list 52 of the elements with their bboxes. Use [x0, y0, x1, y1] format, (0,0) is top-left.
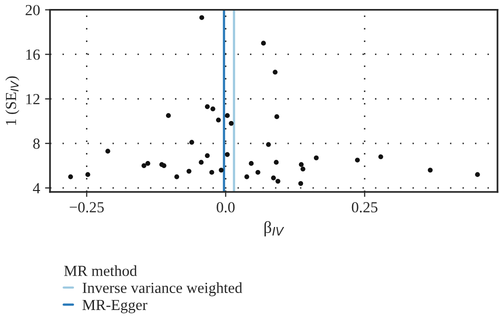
- point: [256, 170, 260, 175]
- point: [145, 161, 150, 166]
- point: [298, 181, 304, 186]
- point: [224, 152, 230, 157]
- point: [204, 153, 210, 158]
- point: [166, 113, 171, 118]
- point: [174, 174, 180, 180]
- x-axis-title: β$_{IV}$: [264, 221, 284, 236]
- point: [244, 174, 250, 180]
- point: [186, 168, 192, 174]
- point: [204, 104, 210, 110]
- point: [162, 163, 166, 168]
- point: [428, 168, 433, 173]
- x-tick-label: 0.0: [216, 202, 235, 212]
- point: [300, 166, 306, 172]
- legend-title: MR method: [64, 265, 137, 276]
- point: [261, 40, 266, 46]
- y-tick-label: 4: [32, 183, 40, 194]
- point: [355, 158, 360, 163]
- point: [85, 172, 90, 177]
- point: [68, 174, 73, 180]
- point: [209, 170, 214, 175]
- point: [210, 106, 216, 112]
- point: [272, 70, 278, 75]
- point: [248, 161, 254, 166]
- y-tick-label: 20: [26, 4, 40, 16]
- point: [271, 176, 276, 180]
- y-tick-label: 16: [26, 50, 40, 60]
- point: [142, 163, 146, 168]
- point: [298, 162, 304, 167]
- y-tick-label: 12: [26, 94, 40, 104]
- legend-label: MR-Egger: [82, 300, 148, 314]
- point: [378, 154, 384, 160]
- x-tick-label: −0.25: [70, 202, 104, 212]
- y-axis-title: 1 (SE$_{IV}$): [5, 76, 20, 125]
- point: [105, 148, 110, 154]
- point: [198, 160, 204, 165]
- x-tick-label: 0.25: [352, 202, 378, 212]
- point: [218, 168, 224, 173]
- point: [199, 15, 204, 20]
- point: [274, 160, 279, 165]
- point: [274, 114, 280, 120]
- point: [228, 120, 234, 126]
- point: [224, 113, 230, 118]
- point: [475, 172, 480, 177]
- point: [266, 142, 271, 147]
- point: [314, 155, 319, 160]
- point: [216, 118, 221, 122]
- point: [189, 140, 194, 145]
- legend-label: Inverse variance weighted: [82, 282, 242, 296]
- y-tick-label: 8: [33, 138, 40, 149]
- point: [276, 178, 280, 184]
